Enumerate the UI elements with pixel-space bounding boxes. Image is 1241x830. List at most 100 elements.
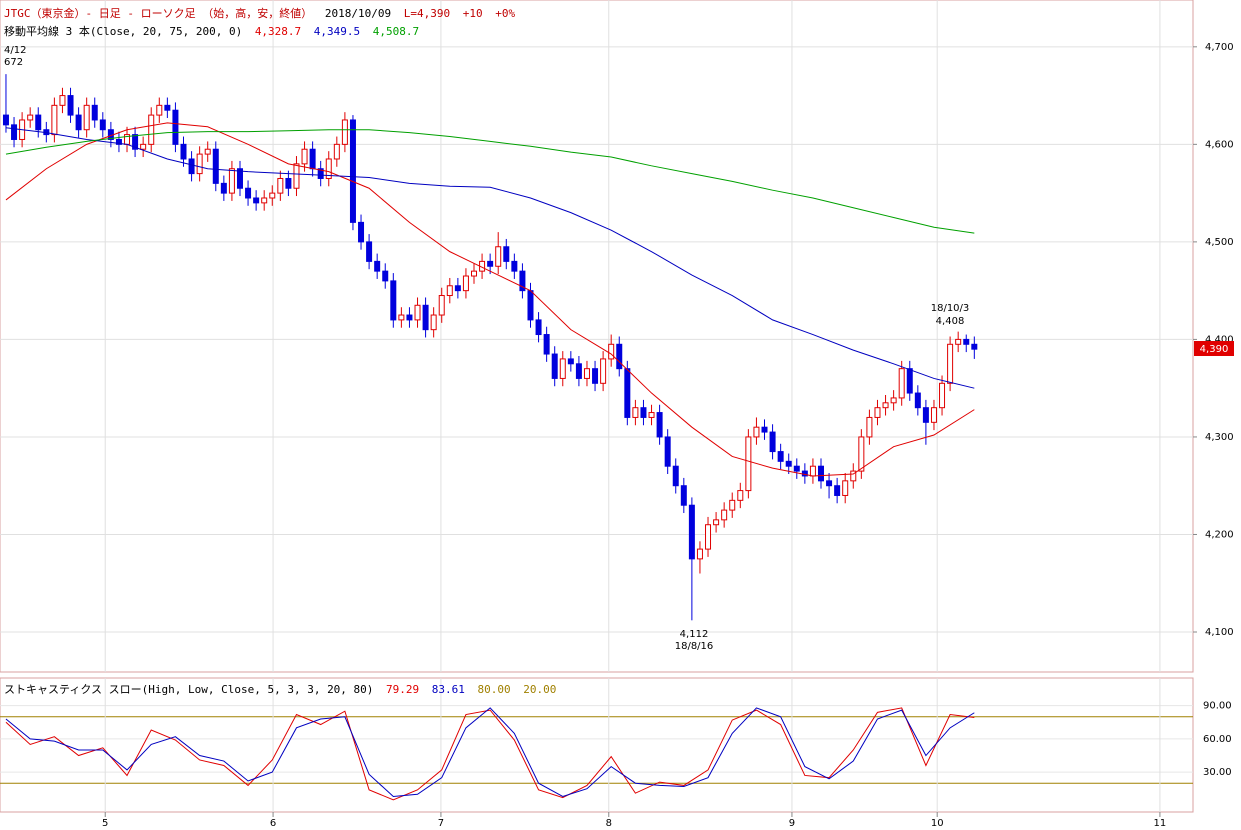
candle-body	[374, 260, 381, 272]
candle-body	[898, 368, 905, 399]
y-tick-label: 4,100	[1205, 627, 1234, 638]
candle-body	[616, 343, 623, 370]
x-tick-label: 7	[438, 818, 444, 829]
candle-body	[220, 182, 227, 194]
change-pct: +0%	[495, 7, 516, 20]
candle-body	[850, 470, 857, 482]
annotation: 4,408	[936, 316, 965, 327]
candle-body	[196, 153, 203, 175]
candle-body	[269, 192, 276, 199]
candle-body	[422, 304, 429, 331]
candle-body	[567, 358, 574, 365]
stoch-level: 80.00	[477, 683, 511, 696]
change: +10	[462, 7, 483, 20]
stoch-title: ストキャスティクス スロー(High, Low, Close, 5, 3, 3,…	[4, 683, 374, 696]
stoch-value: 79.29	[386, 683, 420, 696]
candle-body	[398, 314, 405, 321]
candle-body	[753, 426, 760, 438]
candle-body	[511, 260, 518, 272]
candle-body	[955, 338, 962, 345]
x-tick-label: 11	[1154, 818, 1167, 829]
ma-value: 4,328.7	[254, 25, 302, 38]
candle-body	[656, 412, 663, 438]
y-tick-label: 4,200	[1205, 529, 1234, 540]
price-tag: 4,390	[1200, 344, 1229, 355]
candle-body	[503, 246, 510, 262]
candle-body	[253, 197, 260, 204]
candle-body	[688, 504, 695, 560]
candle-body	[99, 119, 106, 131]
candle-body	[882, 402, 889, 409]
candle-body	[947, 343, 954, 384]
line	[5, 122, 975, 477]
candle-body	[236, 168, 243, 189]
candle-body	[180, 143, 187, 160]
candle-body	[729, 499, 736, 511]
candle-body	[575, 363, 582, 379]
candle-body	[890, 397, 897, 404]
x-tick-label: 5	[102, 818, 108, 829]
candle-body	[317, 168, 324, 179]
candle-body	[600, 358, 607, 384]
annotation: 18/8/16	[675, 641, 714, 652]
ma-value: 4,508.7	[372, 25, 420, 38]
candle-body	[809, 465, 816, 477]
ma-header: 移動平均線 3 本(Close, 20, 75, 200, 0) 4,328.7…	[4, 23, 425, 39]
candle-body	[519, 270, 526, 292]
title: JTGC（東京金）- 日足 - ローソク足 （始，高，安，終値）	[4, 7, 313, 20]
candle-body	[922, 407, 929, 423]
candle-body	[785, 460, 792, 467]
candle-body	[817, 465, 824, 482]
candle-body	[164, 104, 171, 111]
candle-body	[559, 358, 566, 379]
candle-body	[648, 412, 655, 418]
candle-body	[83, 104, 90, 131]
x-tick-label: 9	[789, 818, 795, 829]
candle-body	[115, 138, 122, 145]
candle-body	[527, 290, 534, 321]
candle-body	[826, 480, 833, 487]
stoch-header: ストキャスティクス スロー(High, Low, Close, 5, 3, 3,…	[4, 681, 562, 697]
candle-body	[454, 285, 461, 292]
candle-body	[914, 392, 921, 409]
candle-body	[390, 280, 397, 321]
candle-body	[551, 353, 558, 379]
candle-body	[228, 168, 235, 194]
last-price: L=4,390	[403, 7, 451, 20]
candle-body	[971, 343, 978, 350]
y-tick-label: 4,300	[1205, 432, 1234, 443]
candle-body	[939, 382, 946, 409]
price-tag-box	[1194, 341, 1234, 356]
candle-body	[624, 368, 631, 418]
candle-body	[842, 480, 849, 496]
annotation: 18/10/3	[931, 303, 970, 314]
candle-body	[705, 524, 712, 550]
ma-title: 移動平均線 3 本(Close, 20, 75, 200, 0)	[4, 25, 243, 38]
y-tick-label: 4,700	[1205, 42, 1234, 53]
candle-body	[406, 314, 413, 321]
candle-body	[583, 368, 590, 379]
candle-body	[696, 548, 703, 560]
candle-body	[245, 187, 252, 199]
line	[5, 129, 975, 234]
candle-body	[11, 124, 18, 140]
candle-body	[132, 134, 139, 150]
candle-body	[358, 221, 365, 243]
candle-body	[27, 114, 34, 121]
candle-body	[212, 148, 219, 184]
candle-body	[721, 509, 728, 521]
candle-body	[59, 95, 66, 106]
candle-body	[664, 436, 671, 467]
stoch-level: 20.00	[523, 683, 557, 696]
candle-body	[640, 407, 647, 418]
candle-body	[204, 148, 211, 155]
candle-body	[745, 436, 752, 492]
candle-body	[309, 148, 316, 170]
candle-body	[462, 275, 469, 292]
candle-body	[446, 285, 453, 297]
y-tick-label: 30.00	[1203, 767, 1232, 778]
candle-body	[543, 334, 550, 355]
candle-body	[592, 368, 599, 384]
